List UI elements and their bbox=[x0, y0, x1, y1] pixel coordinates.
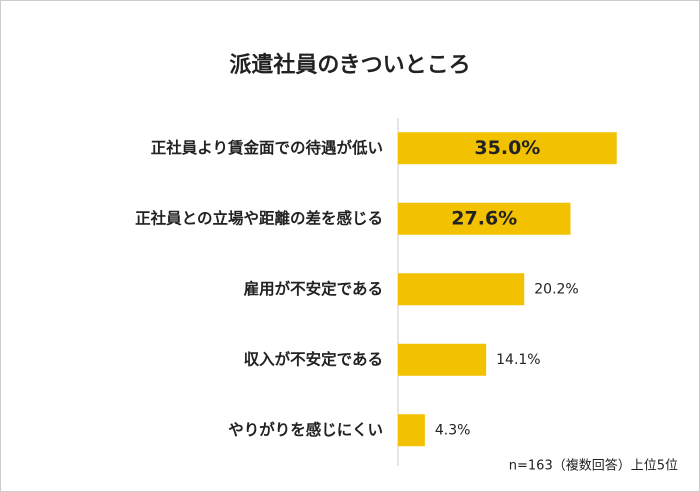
chart-title: 派遣社員のきついところ bbox=[229, 52, 470, 78]
value-label: 4.3% bbox=[435, 422, 471, 438]
category-label: 正社員との立場や距離の差を感じる bbox=[135, 208, 383, 227]
bar bbox=[398, 343, 487, 376]
category-label: やりがりを感じにくい bbox=[228, 420, 383, 439]
value-label: 35.0% bbox=[474, 137, 540, 159]
value-label: 27.6% bbox=[451, 207, 517, 229]
bar bbox=[398, 414, 425, 447]
bar bbox=[398, 202, 571, 235]
bar bbox=[398, 132, 617, 165]
category-label: 雇用が不安定である bbox=[244, 279, 383, 298]
bar bbox=[398, 273, 525, 306]
value-label: 20.2% bbox=[534, 281, 578, 297]
category-label: 正社員より賃金面での待遇が低い bbox=[151, 138, 383, 157]
annotation: n=163（複数回答）上位5位 bbox=[509, 458, 678, 474]
value-label: 14.1% bbox=[496, 352, 540, 368]
category-label: 収入が不安定である bbox=[244, 349, 383, 368]
